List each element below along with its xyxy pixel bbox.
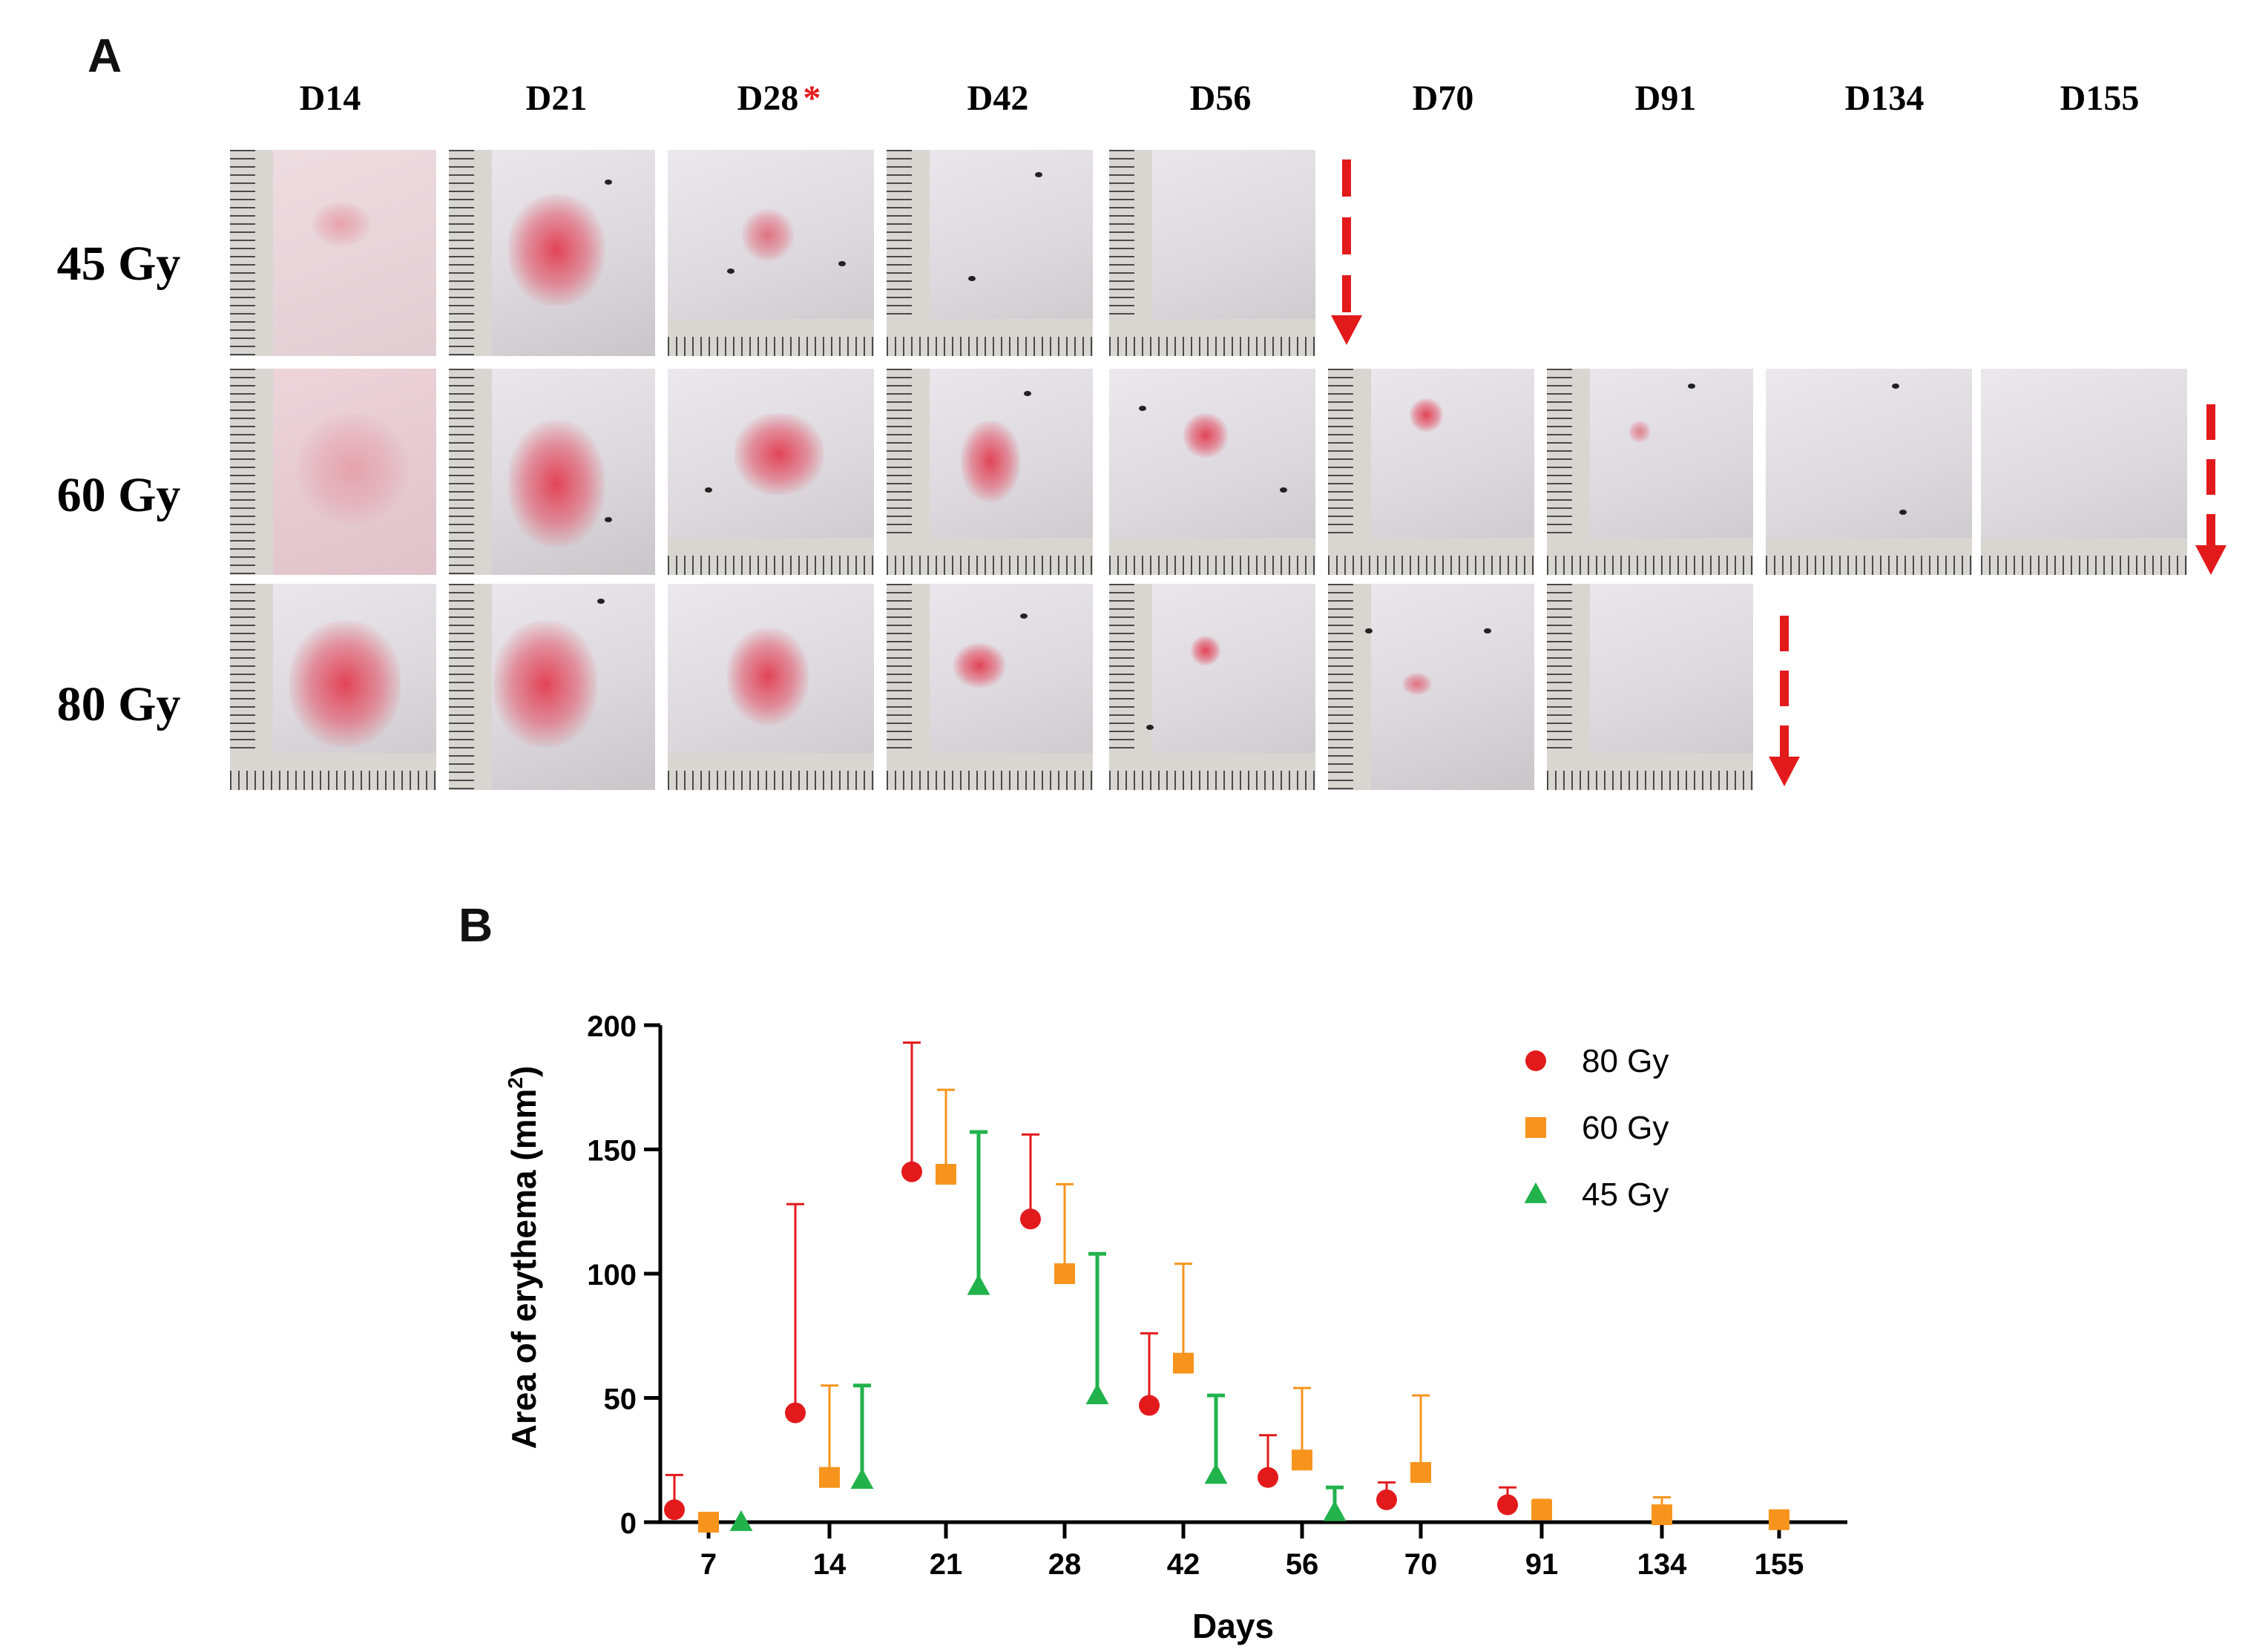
y-axis-label-superscript: 2 — [504, 1077, 527, 1089]
data-point-80gy — [664, 1499, 685, 1521]
y-tick-label: 200 — [587, 1010, 637, 1043]
data-point-60gy — [1769, 1509, 1789, 1530]
data-point-60gy — [1652, 1504, 1672, 1525]
photo-60gy-d134 — [1766, 369, 1972, 575]
panel-a-label: A — [88, 29, 122, 82]
legend-marker-80gy — [1525, 1050, 1546, 1071]
row-label-80gy: 80 Gy — [56, 677, 181, 731]
data-point-60gy — [1173, 1352, 1194, 1374]
x-tick-label: 56 — [1286, 1548, 1319, 1581]
data-point-45gy — [1323, 1500, 1347, 1521]
y-axis-label: Area of erythema (mm2) — [504, 1066, 543, 1449]
data-point-60gy — [1054, 1263, 1075, 1284]
row-label-45gy: 45 Gy — [56, 237, 181, 291]
photo-80gy-d70 — [1328, 584, 1534, 790]
data-point-45gy — [850, 1467, 874, 1489]
photo-60gy-d14 — [230, 369, 436, 575]
column-label-d134: D134 — [1844, 79, 1925, 118]
data-point-45gy — [729, 1510, 753, 1531]
endpoint-arrow-80gy — [1769, 616, 1800, 786]
photo-80gy-d42 — [887, 584, 1093, 790]
data-point-80gy — [785, 1402, 806, 1424]
photo-80gy-d14 — [230, 584, 436, 790]
row-label-60gy: 60 Gy — [56, 468, 181, 522]
data-point-60gy — [1410, 1462, 1431, 1483]
photo-80gy-d91 — [1547, 584, 1753, 790]
column-label-d155: D155 — [2060, 79, 2140, 118]
photo-60gy-d155 — [1981, 369, 2187, 575]
photo-80gy-d21 — [449, 584, 655, 790]
x-axis-label: Days — [1192, 1607, 1274, 1645]
data-point-80gy — [1497, 1494, 1518, 1516]
y-axis-label-main: Area of erythema (mm — [505, 1089, 543, 1449]
data-point-80gy — [1376, 1489, 1397, 1510]
data-point-80gy — [1020, 1208, 1041, 1230]
legend-label-45gy: 45 Gy — [1582, 1177, 1669, 1213]
data-point-45gy — [1085, 1383, 1109, 1405]
legend-label-80gy: 80 Gy — [1582, 1043, 1669, 1079]
x-tick-label: 155 — [1755, 1548, 1804, 1581]
y-axis-label-close: ) — [505, 1066, 543, 1077]
photo-60gy-d42 — [887, 369, 1093, 575]
x-tick-label: 42 — [1167, 1548, 1200, 1581]
y-tick-label: 100 — [587, 1259, 637, 1291]
x-tick-label: 21 — [930, 1548, 963, 1581]
data-point-80gy — [1258, 1467, 1278, 1488]
panel-b-label: B — [459, 898, 493, 952]
column-label-d42: D42 — [967, 79, 1029, 118]
column-label-d21: D21 — [525, 79, 588, 118]
x-tick-label: 14 — [813, 1548, 847, 1581]
data-point-45gy — [1204, 1463, 1228, 1484]
y-tick-label: 0 — [620, 1507, 637, 1540]
column-label-d28: D28 * — [675, 78, 883, 119]
endpoint-arrow-60gy — [2195, 404, 2226, 575]
photo-60gy-d70 — [1328, 369, 1534, 575]
data-point-45gy — [967, 1274, 990, 1295]
significance-asterisk: * — [803, 79, 821, 118]
x-tick-label: 70 — [1404, 1548, 1438, 1581]
x-tick-label: 28 — [1048, 1548, 1082, 1581]
data-point-60gy — [698, 1512, 719, 1533]
photo-45gy-d42 — [887, 150, 1093, 356]
data-point-80gy — [901, 1161, 922, 1182]
data-point-80gy — [1139, 1395, 1160, 1416]
y-tick-label: 150 — [587, 1135, 637, 1168]
column-label-d56: D56 — [1189, 79, 1252, 118]
data-point-60gy — [1292, 1449, 1312, 1471]
legend-label-60gy: 60 Gy — [1582, 1110, 1669, 1146]
photo-60gy-d21 — [449, 369, 655, 575]
photo-60gy-d56 — [1109, 369, 1315, 575]
x-tick-label: 7 — [700, 1548, 717, 1581]
data-point-60gy — [819, 1467, 840, 1488]
column-label-d91: D91 — [1634, 79, 1697, 118]
column-label-d28-text: D28 — [737, 79, 799, 118]
photo-80gy-d56 — [1109, 584, 1315, 790]
x-tick-label: 134 — [1637, 1548, 1687, 1581]
endpoint-arrow-45gy — [1331, 159, 1362, 345]
photo-60gy-d91 — [1547, 369, 1753, 575]
data-point-60gy — [1531, 1499, 1552, 1521]
photo-45gy-d14 — [230, 150, 436, 356]
photo-80gy-d28 — [668, 584, 874, 790]
x-tick-label: 91 — [1525, 1548, 1559, 1581]
photo-45gy-d28 — [668, 150, 874, 356]
column-label-d14: D14 — [299, 79, 361, 118]
column-label-d70: D70 — [1412, 79, 1474, 118]
legend-marker-45gy — [1524, 1182, 1548, 1203]
photo-60gy-d28 — [668, 369, 874, 575]
legend-marker-60gy — [1525, 1117, 1546, 1138]
data-point-60gy — [936, 1164, 956, 1185]
photo-45gy-d56 — [1109, 150, 1315, 356]
y-tick-label: 50 — [604, 1383, 637, 1416]
photo-45gy-d21 — [449, 150, 655, 356]
